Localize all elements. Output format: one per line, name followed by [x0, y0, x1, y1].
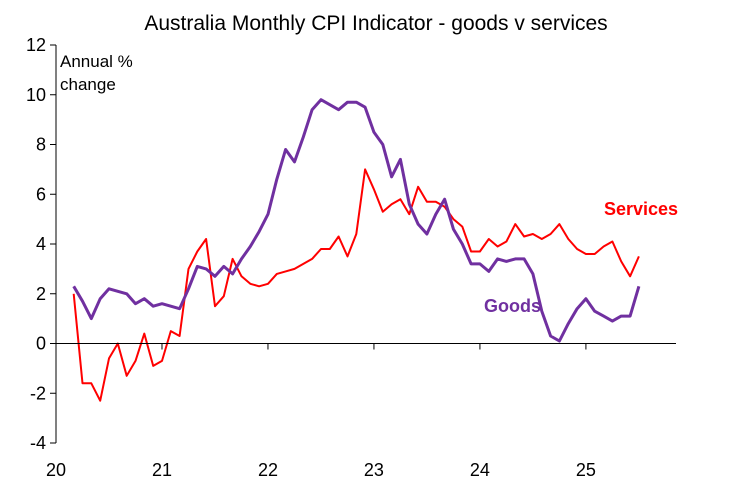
- y-tick-label: 8: [36, 135, 46, 155]
- x-tick-label: 24: [470, 460, 490, 480]
- x-tick-label: 23: [364, 460, 384, 480]
- y-axis-ticks: -4 -2 0 2 4 6 8 10 12: [26, 35, 56, 453]
- x-tick-label: 25: [576, 460, 596, 480]
- x-tick-label: 20: [46, 460, 66, 480]
- x-tick-label: 21: [152, 460, 172, 480]
- y-tick-label: -2: [30, 383, 46, 403]
- y-tick-label: 6: [36, 184, 46, 204]
- services-series-line: [72, 168, 640, 402]
- y-tick-label: 12: [26, 35, 46, 55]
- goods-series-label: Goods: [484, 296, 541, 316]
- goods-series-line: [72, 98, 641, 343]
- chart-title: Australia Monthly CPI Indicator - goods …: [144, 12, 607, 35]
- y-tick-label: 2: [36, 284, 46, 304]
- y-tick-label: -4: [30, 433, 46, 453]
- axes: [55, 45, 676, 443]
- x-axis-ticks: 20 21 22 23 24 25: [46, 343, 596, 480]
- y-tick-label: 10: [26, 85, 46, 105]
- y-tick-label: 4: [36, 234, 46, 254]
- y-axis-label-line-2: change: [60, 75, 116, 94]
- y-axis-label-line-1: Annual %: [60, 52, 133, 71]
- x-tick-label: 22: [258, 460, 278, 480]
- series-lines: [72, 98, 641, 402]
- y-tick-label: 0: [36, 334, 46, 354]
- services-series-label: Services: [604, 199, 678, 219]
